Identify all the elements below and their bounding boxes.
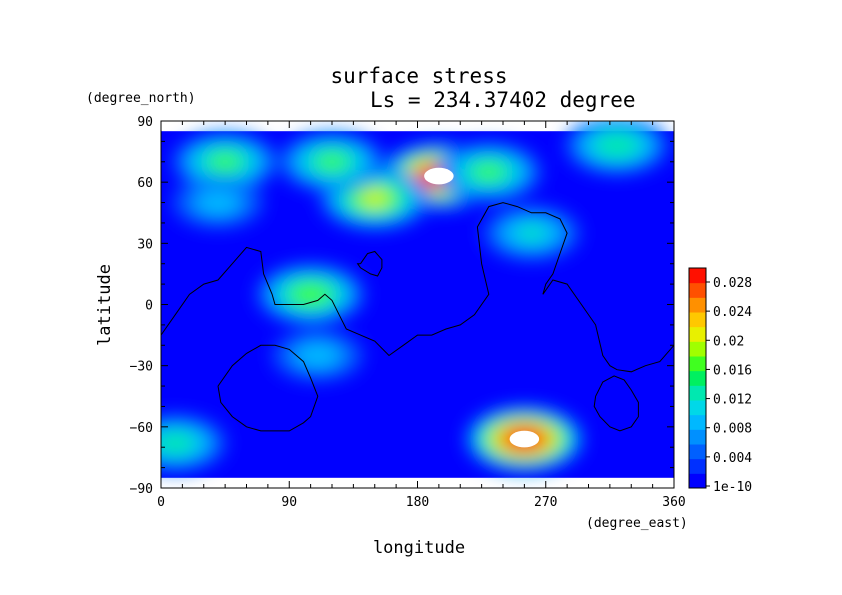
stress-field [161, 121, 674, 478]
stress-hotspot [161, 431, 196, 455]
stress-hotspot [424, 167, 454, 185]
stress-hotspot [194, 189, 242, 216]
colorbar-swatch [689, 473, 706, 489]
colorbar-swatch [689, 385, 706, 401]
stress-hotspot [518, 225, 545, 241]
colorbar-swatch [689, 268, 706, 284]
x-tick-label: 90 [281, 495, 297, 510]
stress-hotspot [475, 164, 502, 180]
y-tick-label: 0 [145, 299, 153, 314]
x-axis-ticks: 0 90 180 270 360 [157, 121, 686, 510]
colorbar: 0.028 0.024 0.02 0.016 0.012 0.008 0.004 1e-10 [688, 267, 752, 495]
chart-subtitle: Ls = 234.37402 degree [370, 88, 636, 112]
colorbar-swatch [689, 458, 706, 474]
x-tick-label: 0 [157, 495, 165, 510]
colorbar-label: 0.02 [713, 334, 744, 349]
colorbar-label: 0.028 [713, 276, 752, 291]
colorbar-swatch [689, 400, 706, 416]
stress-hotspot [291, 283, 330, 305]
stress-hotspot [361, 191, 388, 206]
colorbar-swatch [689, 429, 706, 445]
colorbar-label: 0.004 [713, 451, 752, 466]
x-tick-label: 270 [534, 495, 557, 510]
contour-line [217, 344, 319, 432]
topography-contours [161, 202, 674, 432]
x-units-label: (degree_east) [586, 516, 688, 531]
y-tick-label: −90 [130, 482, 153, 497]
colorbar-swatch [689, 297, 706, 313]
colorbar-label: 0.016 [713, 363, 752, 378]
y-axis-label: latitude [95, 264, 115, 346]
colorbar-label: 0.012 [713, 393, 752, 408]
stress-hotspot [318, 154, 346, 170]
y-tick-label: −30 [130, 360, 153, 375]
colorbar-swatch [689, 356, 706, 372]
colorbar-swatch [689, 282, 706, 298]
stress-hotspot [509, 430, 540, 448]
colorbar-label: 0.008 [713, 422, 752, 437]
y-units-label: (degree_north) [86, 91, 196, 106]
x-axis-label: longitude [373, 538, 465, 558]
y-tick-label: 90 [137, 115, 153, 130]
chart-title: surface stress [330, 64, 507, 88]
colorbar-swatch [689, 370, 706, 386]
stress-hotspot [294, 342, 342, 369]
colorbar-frame [688, 267, 707, 489]
contour-line [593, 375, 639, 432]
stress-hotspot [212, 154, 239, 170]
colorbar-swatch [689, 414, 706, 430]
colorbar-label: 0.024 [713, 305, 752, 320]
y-tick-label: −60 [130, 421, 153, 436]
contour-line [161, 202, 674, 373]
y-axis-ticks: 90 60 30 0 −30 −60 −90 [130, 115, 674, 497]
colorbar-swatch [689, 341, 706, 357]
y-tick-label: 60 [137, 176, 153, 191]
x-tick-label: 360 [662, 495, 685, 510]
x-tick-label: 180 [406, 495, 429, 510]
colorbar-swatch [689, 312, 706, 328]
field-blur-layer [161, 121, 669, 473]
contour-line [356, 250, 383, 277]
stress-hotspot [593, 132, 641, 159]
colorbar-swatch [689, 444, 706, 460]
y-tick-label: 30 [137, 237, 153, 252]
colorbar-swatch [689, 326, 706, 342]
field-peak-layer [424, 167, 540, 448]
colorbar-label: 1e-10 [713, 480, 752, 495]
